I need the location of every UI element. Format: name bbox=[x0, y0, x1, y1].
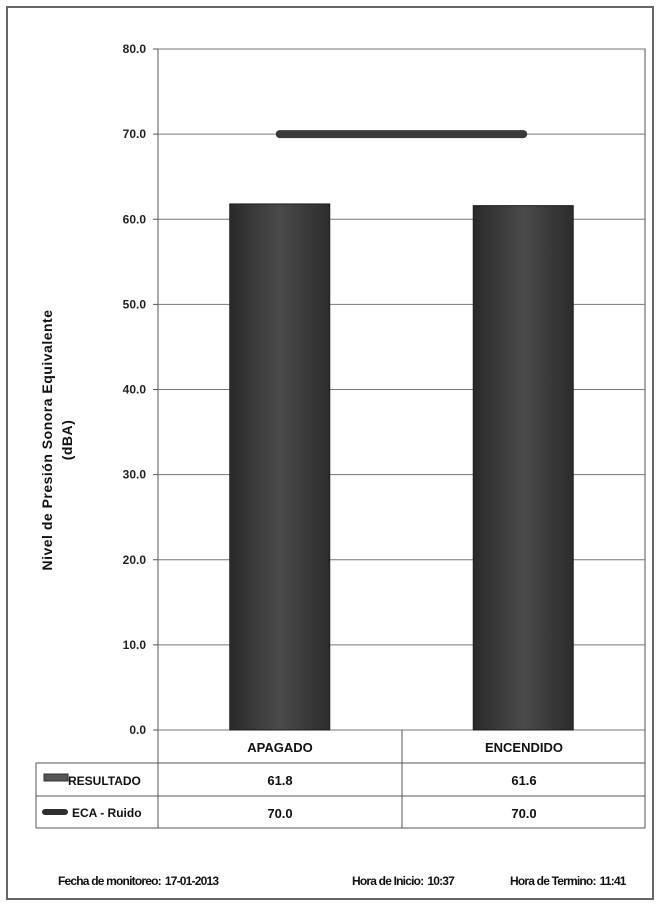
y-tick-label: 80.0 bbox=[123, 42, 147, 56]
y-tick-label: 40.0 bbox=[123, 383, 147, 397]
fecha-label: Fecha de monitoreo: bbox=[58, 874, 162, 888]
y-tick-label: 60.0 bbox=[123, 212, 147, 226]
table-header-apagado: APAGADO bbox=[247, 740, 312, 755]
value-eca-encendido: 70.0 bbox=[511, 806, 536, 821]
table-header-encendido: ENCENDIDO bbox=[485, 740, 563, 755]
legend-key-eca bbox=[42, 809, 68, 815]
row-label-resultado: RESULTADO bbox=[68, 774, 141, 788]
y-tick-label: 50.0 bbox=[123, 297, 147, 311]
y-axis-ticks: 0.0 10.0 20.0 30.0 40.0 50.0 60.0 70.0 80.0 bbox=[123, 42, 147, 737]
y-tick-label: 10.0 bbox=[123, 638, 147, 652]
y-tick-label: 70.0 bbox=[123, 127, 147, 141]
inicio-value: 10:37 bbox=[427, 874, 455, 888]
data-table bbox=[35, 730, 646, 829]
y-tick-label: 0.0 bbox=[129, 723, 146, 737]
bars bbox=[229, 203, 574, 731]
y-tick-label: 30.0 bbox=[123, 468, 147, 482]
legend-key-resultado bbox=[43, 773, 69, 782]
value-resultado-apagado: 61.8 bbox=[267, 773, 292, 788]
y-axis-label-line2: (dBA) bbox=[59, 420, 75, 461]
value-eca-apagado: 70.0 bbox=[267, 806, 292, 821]
row-label-eca: ECA - Ruido bbox=[72, 806, 142, 820]
footer-termino: Hora de Termino: 11:41 bbox=[510, 874, 626, 888]
fecha-value: 17-01-2013 bbox=[164, 874, 219, 888]
y-tick-label: 20.0 bbox=[123, 553, 147, 567]
footer-inicio: Hora de Inicio: 10:37 bbox=[352, 874, 455, 888]
bar-encendido bbox=[472, 205, 574, 731]
termino-value: 11:41 bbox=[599, 874, 627, 888]
footer-fecha: Fecha de monitoreo: 17-01-2013 bbox=[58, 874, 219, 888]
value-resultado-encendido: 61.6 bbox=[511, 773, 536, 788]
termino-label: Hora de Termino: bbox=[510, 874, 596, 888]
inicio-label: Hora de Inicio: bbox=[352, 874, 424, 888]
y-axis-label-line1: Nivel de Presión Sonora Equivalente bbox=[39, 309, 55, 570]
bar-apagado bbox=[229, 203, 331, 731]
